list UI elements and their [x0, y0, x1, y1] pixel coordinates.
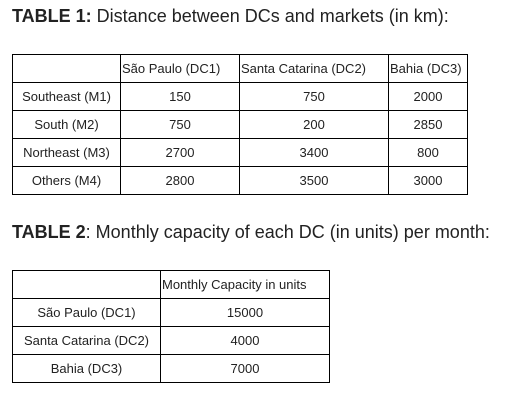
- row-label: South (M2): [12, 110, 121, 139]
- table-row: Bahia (DC3) 7000: [12, 354, 330, 383]
- table1-heading: TABLE 1: Distance between DCs and market…: [12, 5, 449, 27]
- table-cell: 2850: [388, 110, 468, 139]
- table-header-cell: Santa Catarina (DC2): [239, 54, 389, 83]
- table-cell: 750: [120, 110, 240, 139]
- table-cell: 3500: [239, 166, 389, 195]
- table-cell: 800: [388, 138, 468, 167]
- table2-label: TABLE 2: [12, 222, 86, 242]
- table-cell: 3000: [388, 166, 468, 195]
- distance-table: São Paulo (DC1) Santa Catarina (DC2) Bah…: [12, 54, 468, 195]
- row-label: Others (M4): [12, 166, 121, 195]
- table-row: Others (M4) 2800 3500 3000: [12, 166, 468, 195]
- table-cell: 2700: [120, 138, 240, 167]
- row-label: São Paulo (DC1): [12, 298, 161, 327]
- table-cell: 750: [239, 82, 389, 111]
- table-cell: 7000: [160, 354, 330, 383]
- row-label: Bahia (DC3): [12, 354, 161, 383]
- table-cell: 4000: [160, 326, 330, 355]
- table-cell: 2000: [388, 82, 468, 111]
- table-row: Santa Catarina (DC2) 4000: [12, 326, 330, 355]
- table-cell: 2800: [120, 166, 240, 195]
- table-header-row: Monthly Capacity in units: [12, 270, 330, 299]
- table-row: South (M2) 750 200 2850: [12, 110, 468, 139]
- table2-caption: : Monthly capacity of each DC (in units)…: [85, 222, 490, 242]
- table-header-cell: Monthly Capacity in units: [160, 270, 330, 299]
- table-cell: 200: [239, 110, 389, 139]
- table-row: Southeast (M1) 150 750 2000: [12, 82, 468, 111]
- table-header-cell: [12, 54, 121, 83]
- table-cell: 3400: [239, 138, 389, 167]
- table1-label: TABLE 1:: [12, 6, 92, 26]
- table-header-cell: Bahia (DC3): [388, 54, 468, 83]
- row-label: Northeast (M3): [12, 138, 121, 167]
- table-header-row: São Paulo (DC1) Santa Catarina (DC2) Bah…: [12, 54, 468, 83]
- row-label: Southeast (M1): [12, 82, 121, 111]
- capacity-table: Monthly Capacity in units São Paulo (DC1…: [12, 270, 330, 383]
- table-header-cell: São Paulo (DC1): [120, 54, 240, 83]
- table-row: São Paulo (DC1) 15000: [12, 298, 330, 327]
- table-row: Northeast (M3) 2700 3400 800: [12, 138, 468, 167]
- table-cell: 15000: [160, 298, 330, 327]
- table1-caption: Distance between DCs and markets (in km)…: [91, 6, 449, 26]
- row-label: Santa Catarina (DC2): [12, 326, 161, 355]
- table2-heading: TABLE 2: Monthly capacity of each DC (in…: [12, 221, 490, 243]
- table-header-cell: [12, 270, 161, 299]
- table-cell: 150: [120, 82, 240, 111]
